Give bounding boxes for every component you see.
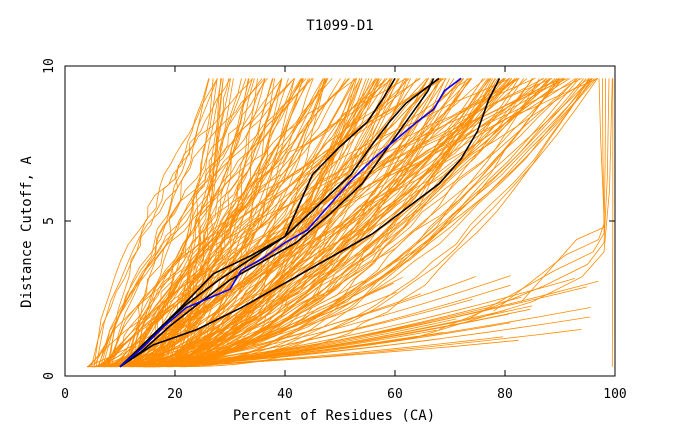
black-highlight-curve [119, 77, 440, 368]
model-curve [466, 78, 606, 321]
model-curve [87, 78, 518, 367]
model-curve [128, 78, 550, 368]
x-tick-label: 100 [603, 387, 626, 402]
blue-highlight-curve [119, 77, 462, 368]
model-curves-bundle [86, 78, 614, 368]
chart-title: T1099-D1 [306, 18, 373, 34]
highlighted-curves [119, 77, 501, 368]
y-tick-label: 0 [42, 372, 57, 380]
model-curve [177, 78, 439, 367]
model-curve [173, 78, 551, 368]
model-curve [100, 78, 295, 367]
model-curve [411, 78, 613, 340]
model-curve [93, 78, 373, 368]
model-curve [106, 78, 295, 367]
x-tick-label: 40 [277, 387, 293, 402]
x-tick-label: 60 [387, 387, 403, 402]
model-curve [92, 78, 553, 367]
model-curve [118, 78, 388, 367]
model-curve [138, 78, 499, 368]
model-curve [102, 78, 578, 368]
model-curve [611, 78, 614, 367]
model-curve [144, 278, 576, 368]
model-curve [438, 78, 610, 330]
model-curve [146, 78, 472, 368]
model-curve [183, 78, 565, 368]
x-tick-label: 80 [497, 387, 513, 402]
model-curve [143, 284, 511, 368]
model-curve [161, 78, 516, 368]
model-curve [135, 78, 268, 367]
x-axis-label: Percent of Residues (CA) [233, 408, 435, 424]
model-curve [147, 336, 504, 368]
model-curve [125, 78, 441, 367]
model-curve [174, 78, 430, 368]
model-curve [166, 78, 309, 367]
model-curve [184, 78, 580, 368]
model-curve [185, 78, 435, 368]
y-tick-label: 10 [42, 58, 57, 74]
model-curve [96, 78, 324, 368]
model-curve [88, 78, 218, 367]
black-highlight-curve [119, 78, 435, 368]
model-curve [91, 78, 231, 367]
model-curve [113, 78, 329, 367]
model-curve [117, 78, 247, 368]
model-curve [111, 78, 263, 367]
model-curve [107, 78, 552, 368]
model-curve [177, 78, 465, 368]
model-curve [153, 313, 509, 368]
model-curve [93, 78, 254, 367]
model-curve [167, 78, 421, 367]
model-curve [156, 329, 582, 368]
model-curve [110, 78, 376, 368]
model-curve [91, 78, 471, 368]
model-curve [98, 78, 357, 367]
model-curve [98, 78, 410, 367]
x-tick-label: 20 [167, 387, 183, 402]
model-curve [105, 78, 582, 367]
y-axis-label: Distance Cutoff, A [19, 156, 35, 308]
model-curve [151, 280, 599, 368]
model-curve [182, 78, 518, 367]
model-curve [127, 78, 303, 367]
model-curve [175, 78, 547, 368]
model-curve [149, 282, 394, 368]
model-curve [147, 78, 560, 367]
model-curve [132, 78, 210, 367]
y-tick-label: 5 [42, 217, 57, 225]
model-curve [95, 78, 266, 367]
model-curve [143, 293, 422, 368]
model-curve [130, 78, 377, 368]
model-curve [102, 78, 313, 367]
model-curve [108, 78, 218, 367]
model-curve [168, 78, 214, 367]
x-tick-label: 0 [61, 387, 69, 402]
model-curve [135, 78, 393, 367]
model-curve [148, 78, 442, 367]
model-curve [143, 316, 591, 368]
model-curve [131, 78, 513, 368]
model-curve [124, 78, 307, 367]
model-curve [521, 78, 605, 302]
black-highlight-curve [119, 78, 501, 368]
model-curve [121, 78, 222, 368]
model-curve [493, 78, 605, 312]
axis-ticks: 0 20 40 60 80 100 0 5 10 [42, 58, 627, 402]
model-curve [130, 78, 349, 367]
model-curve [132, 78, 283, 368]
